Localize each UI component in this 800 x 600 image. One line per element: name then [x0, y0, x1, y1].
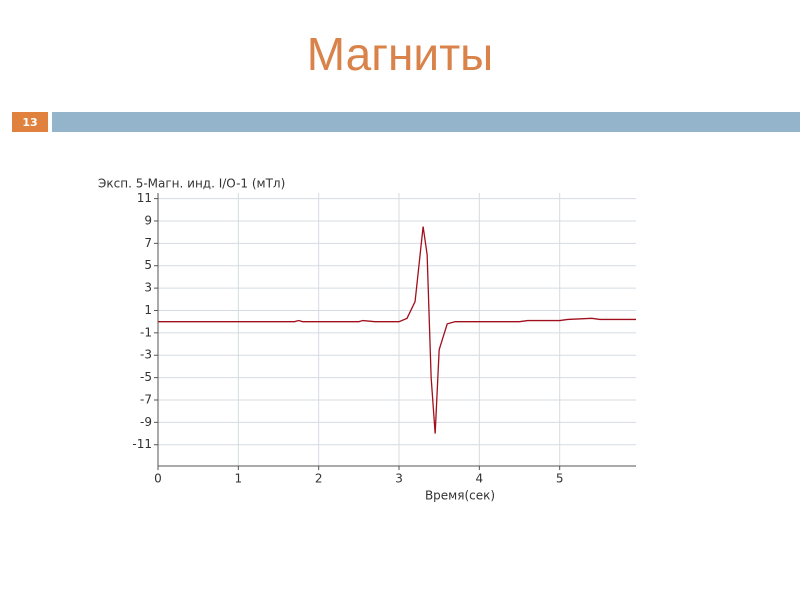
y-tick-label: 9	[144, 213, 152, 227]
y-tick-label: -9	[140, 415, 152, 429]
y-tick-label: 5	[144, 258, 152, 272]
y-tick-label: 7	[144, 236, 152, 250]
y-tick-label: -7	[140, 392, 152, 406]
y-tick-label: -1	[140, 325, 152, 339]
y-tick-label: 1	[144, 303, 152, 317]
y-tick-label: -11	[132, 437, 152, 451]
data-line	[158, 226, 636, 434]
slide-number: 13	[22, 116, 37, 129]
number-box	[12, 112, 48, 132]
plot-area	[158, 193, 636, 466]
slide-title: Магниты	[307, 28, 493, 80]
x-tick-label: 4	[476, 472, 484, 486]
x-tick-label: 1	[235, 472, 243, 486]
y-tick-label: 3	[144, 281, 152, 295]
x-tick-label: 2	[315, 472, 323, 486]
y-tick-label: -3	[140, 348, 152, 362]
y-tick-label: -5	[140, 370, 152, 384]
x-tick-label: 0	[154, 472, 162, 486]
y-axis-label: Эксп. 5-Магн. инд. I/O-1 (мТл)	[98, 177, 285, 191]
x-axis-label: Время(сек)	[425, 489, 495, 503]
y-tick-label: 11	[137, 191, 152, 205]
header-bar	[52, 112, 800, 132]
x-tick-label: 5	[556, 472, 564, 486]
x-tick-label: 3	[395, 472, 403, 486]
